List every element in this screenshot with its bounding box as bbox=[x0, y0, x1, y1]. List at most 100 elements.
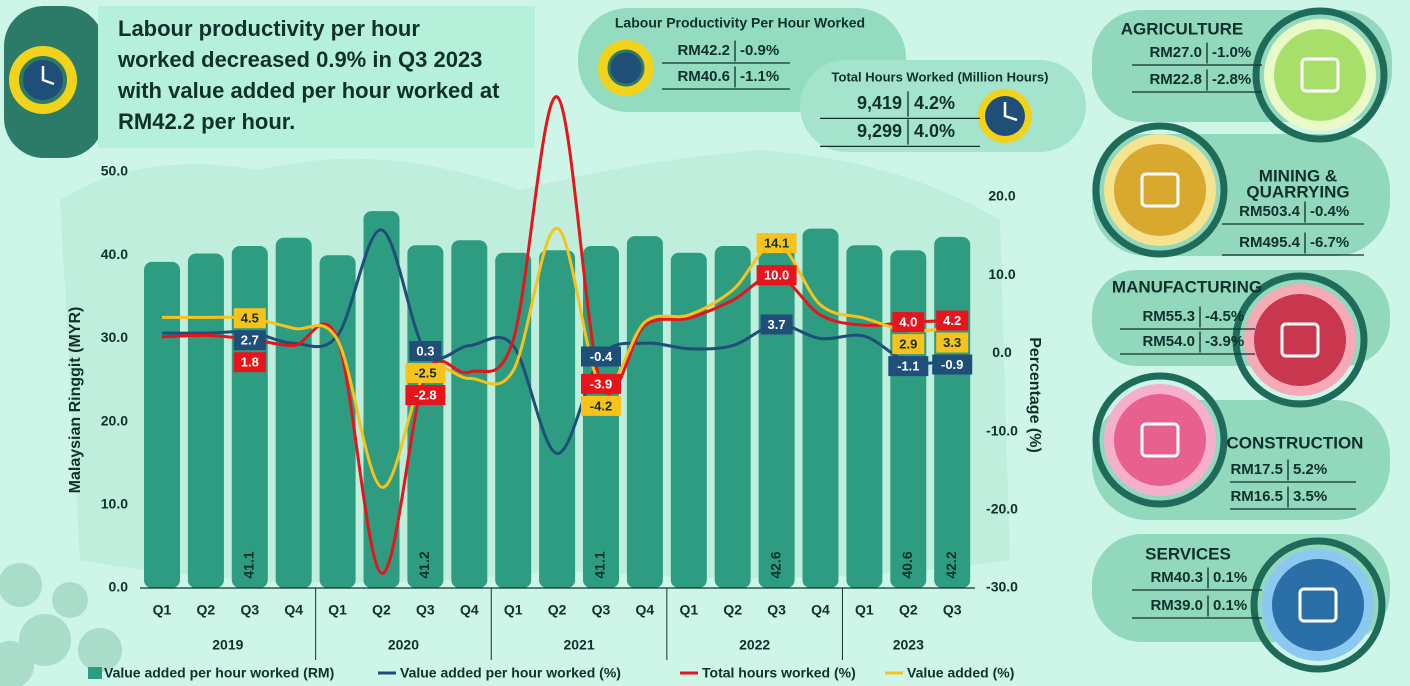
bar bbox=[583, 246, 619, 588]
bar bbox=[495, 252, 532, 589]
legend-label: Value added (%) bbox=[907, 665, 1014, 681]
sector-icon-glyph bbox=[1298, 587, 1338, 623]
bar bbox=[890, 250, 927, 588]
data-label: -3.9 bbox=[590, 376, 612, 391]
panel-title: Total Hours Worked (Million Hours) bbox=[832, 69, 1049, 84]
y2-tick-label: 20.0 bbox=[988, 188, 1015, 204]
data-label-box bbox=[936, 332, 969, 353]
bar bbox=[144, 261, 180, 588]
headline-line: with value added per hour worked at bbox=[117, 78, 500, 103]
table-change: 4.0% bbox=[914, 121, 955, 141]
bar-value-label: 42.2 bbox=[943, 551, 959, 578]
bar bbox=[934, 236, 971, 588]
sector-name: MINING & bbox=[1259, 166, 1337, 185]
sector-name: MANUFACTURING bbox=[1112, 277, 1262, 296]
table-change: -1.1% bbox=[740, 68, 779, 85]
data-label: 4.0 bbox=[899, 315, 917, 330]
data-label: 4.2 bbox=[943, 313, 961, 328]
legend-label: Value added per hour worked (RM) bbox=[104, 665, 334, 681]
x-tick-label: Q4 bbox=[636, 602, 655, 618]
headline-line: worked decreased 0.9% in Q3 2023 bbox=[117, 47, 482, 72]
data-label-box bbox=[233, 330, 266, 351]
x-tick-label: Q2 bbox=[723, 602, 742, 618]
bar bbox=[407, 245, 444, 588]
table-value: RM17.5 bbox=[1230, 461, 1283, 478]
table-change: 0.1% bbox=[1213, 597, 1247, 614]
table-change: -4.5% bbox=[1205, 308, 1244, 325]
data-label: 4.5 bbox=[241, 311, 259, 326]
data-label: 2.7 bbox=[241, 333, 259, 348]
sector-icon bbox=[1274, 29, 1366, 121]
x-tick-label: Q1 bbox=[328, 602, 347, 618]
table-value: RM54.0 bbox=[1142, 333, 1195, 350]
table-value: 9,299 bbox=[857, 121, 902, 141]
x-group-label: 2019 bbox=[212, 637, 243, 653]
line-series bbox=[161, 228, 953, 455]
sector-name: AGRICULTURE bbox=[1121, 19, 1243, 38]
data-label: 14.1 bbox=[764, 236, 789, 251]
data-label-box bbox=[888, 356, 929, 377]
chart: 0.0 10.0 20.0 30.0 40.0 50.0 -30.0 -20.0 -10.0 0.… bbox=[67, 95, 1043, 681]
bar bbox=[231, 246, 268, 588]
y-tick-label: 40.0 bbox=[101, 246, 128, 262]
table-value: RM40.3 bbox=[1150, 569, 1203, 586]
bar-value-label: 40.6 bbox=[899, 551, 915, 578]
x-tick-label: Q4 bbox=[811, 602, 830, 618]
x-tick-label: Q4 bbox=[284, 602, 303, 618]
sector-icon-outer bbox=[1092, 372, 1228, 508]
x-tick-label: Q4 bbox=[460, 602, 479, 618]
bar bbox=[626, 236, 663, 588]
data-label: -1.1 bbox=[897, 359, 919, 374]
table-value: RM55.3 bbox=[1142, 308, 1195, 325]
bar bbox=[275, 237, 312, 588]
x-tick-label: Q3 bbox=[416, 602, 435, 618]
table-value: RM16.5 bbox=[1230, 488, 1283, 505]
headline-line: RM42.2 per hour. bbox=[118, 109, 295, 134]
data-label: 3.7 bbox=[768, 317, 786, 332]
bar bbox=[670, 252, 707, 589]
table-value: RM40.6 bbox=[677, 68, 730, 85]
x-group-label: 2021 bbox=[563, 637, 594, 653]
x-tick-label: Q3 bbox=[943, 602, 962, 618]
table-change: 0.1% bbox=[1213, 569, 1247, 586]
table-value: RM495.4 bbox=[1239, 234, 1301, 251]
headline: Labour productivity per hour worked decr… bbox=[117, 16, 500, 134]
table-value: RM503.4 bbox=[1239, 203, 1301, 220]
sector-icon-glyph bbox=[1140, 422, 1180, 458]
data-label: 1.8 bbox=[241, 355, 259, 370]
panel-title: Labour Productivity Per Hour Worked bbox=[615, 15, 865, 31]
x-tick-label: Q2 bbox=[899, 602, 918, 618]
bar bbox=[451, 240, 488, 588]
data-label-box bbox=[581, 395, 621, 416]
data-label: 3.3 bbox=[943, 335, 961, 350]
sector-icon bbox=[1254, 294, 1346, 386]
y-axis-title: Malaysian Ringgit (MYR) bbox=[67, 307, 84, 494]
bar bbox=[714, 246, 751, 588]
legend-swatch bbox=[88, 667, 102, 679]
line-series bbox=[161, 226, 953, 489]
sector-icon-outer bbox=[1232, 272, 1368, 408]
bar bbox=[539, 250, 576, 588]
data-label-box bbox=[932, 354, 973, 375]
data-label-box bbox=[756, 233, 797, 254]
data-label: -4.2 bbox=[590, 398, 612, 413]
data-label: 2.9 bbox=[899, 337, 917, 352]
data-label-box bbox=[581, 373, 621, 394]
bar bbox=[802, 228, 839, 589]
y2-tick-label: -30.0 bbox=[986, 579, 1018, 595]
bar bbox=[758, 233, 795, 588]
y2-tick-label: -20.0 bbox=[986, 501, 1018, 517]
sector-icon bbox=[1114, 144, 1206, 236]
bar-value-label: 42.6 bbox=[767, 551, 783, 578]
table-value: RM22.8 bbox=[1149, 71, 1202, 88]
sector-icon-outer bbox=[1092, 122, 1228, 258]
data-label-box bbox=[233, 352, 266, 373]
table-value: RM42.2 bbox=[677, 42, 730, 59]
table-change: 5.2% bbox=[1293, 461, 1327, 478]
bar-value-label: 41.1 bbox=[592, 551, 608, 578]
x-tick-label: Q3 bbox=[240, 602, 259, 618]
sector-icon-glyph bbox=[1280, 322, 1320, 358]
data-label-box bbox=[233, 308, 266, 329]
people-silhouettes bbox=[0, 563, 122, 686]
sector-icon-outer bbox=[1252, 7, 1388, 143]
